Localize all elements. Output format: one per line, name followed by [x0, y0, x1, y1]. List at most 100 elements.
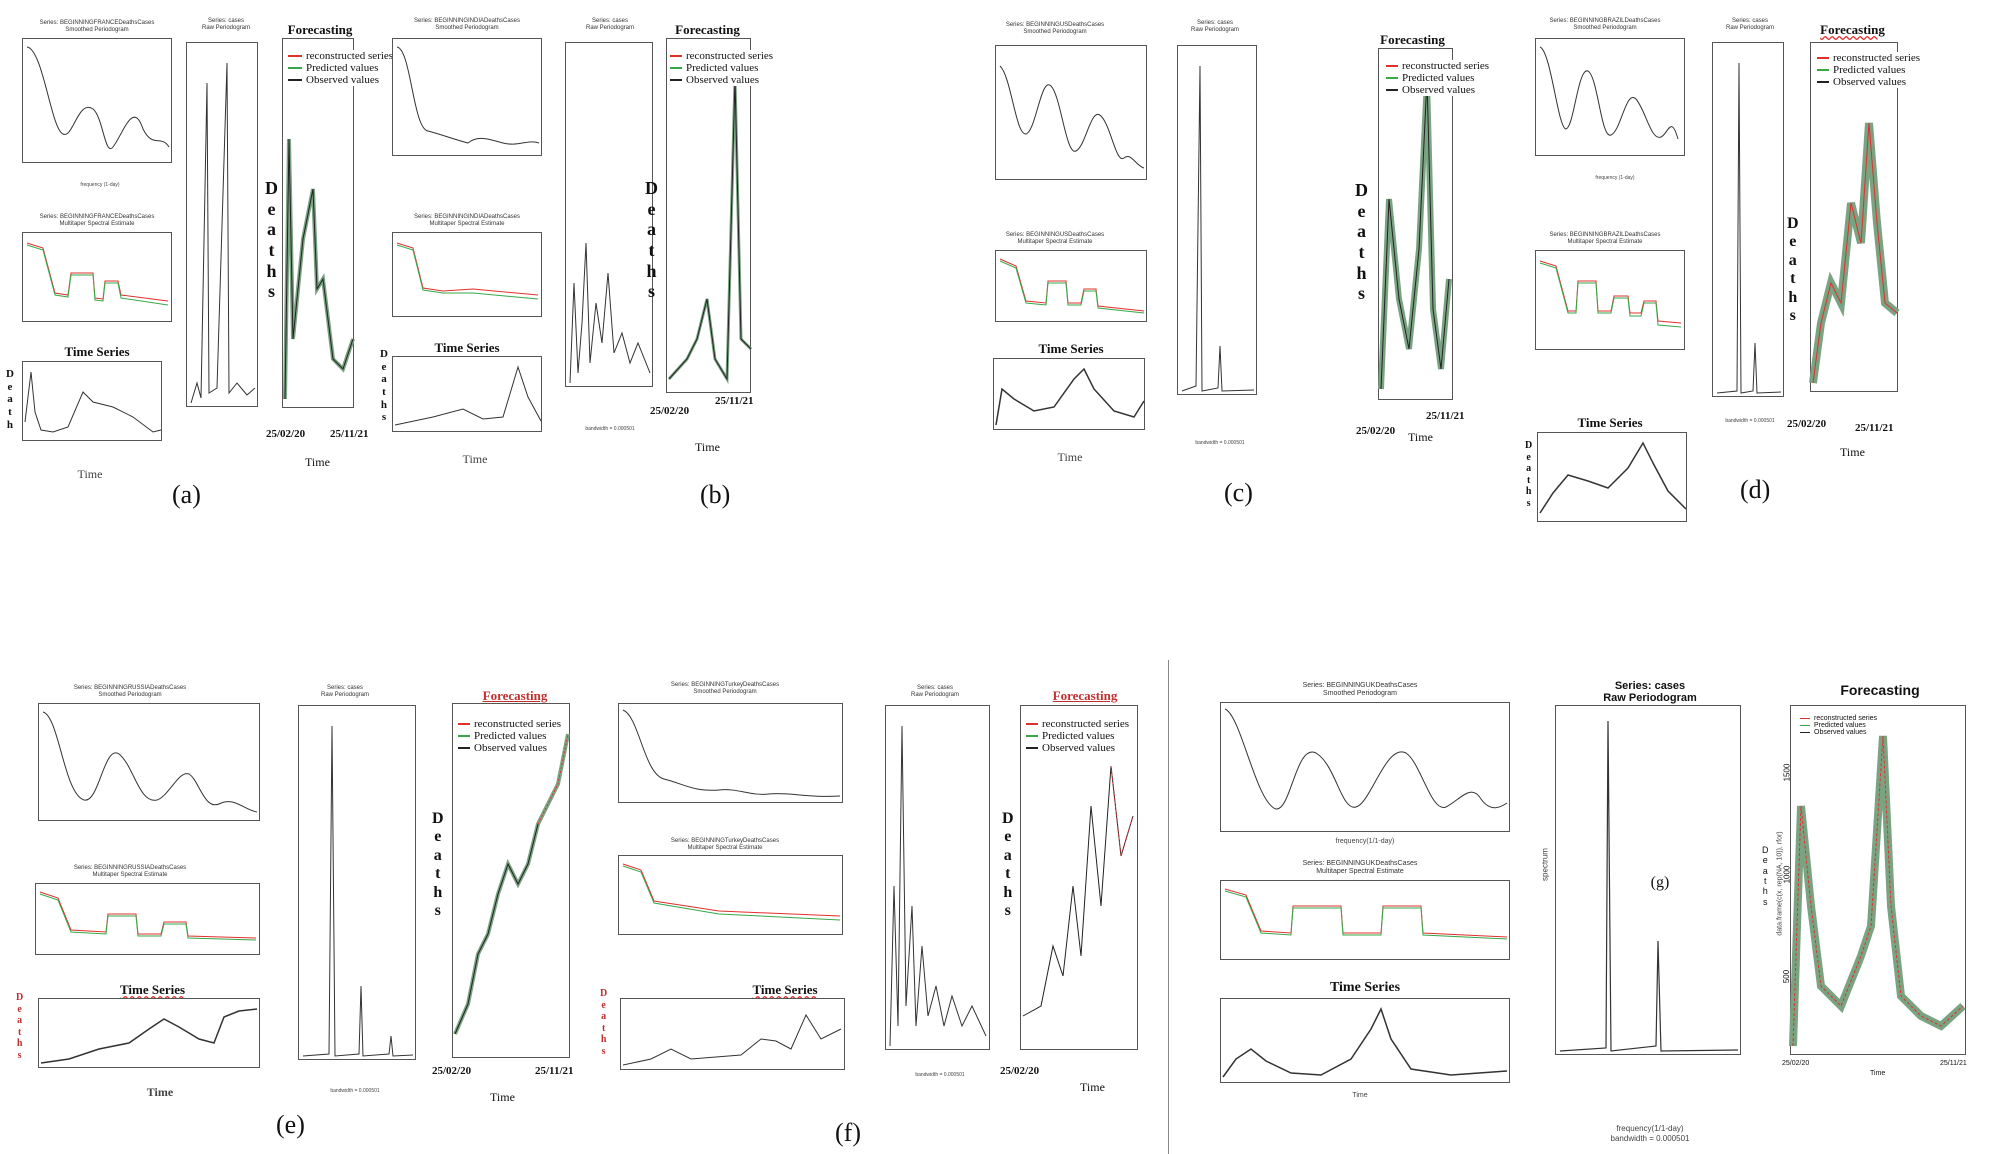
time-series-curve-a [24, 371, 162, 433]
forecasting-a [282, 38, 355, 408]
legend-g: reconstructed series Predicted values Ob… [1800, 715, 1878, 736]
time-label-g: Time [1352, 1092, 1368, 1099]
date-end-b: 25/11/21 [715, 395, 754, 407]
time-series-curve-g [1222, 1007, 1508, 1078]
forecasting-c [1378, 48, 1453, 400]
legend-item-reconstructed: reconstructed series [288, 50, 393, 62]
smoothed-curve-a [26, 46, 170, 150]
panel-a: Series: BEGINNINGFRANCEDeathsCases Smoot… [0, 0, 470, 520]
freq-label-g2: frequency(1/1-day) [1616, 1124, 1684, 1133]
legend-item-reconstructed: reconstructed series [1386, 60, 1489, 72]
raw-periodogram-a [186, 42, 258, 407]
forecasting-b [666, 38, 753, 393]
time-series-a [22, 361, 162, 441]
legend-d: reconstructed series Predicted values Ob… [1817, 52, 1921, 88]
smoothed-periodogram-d [1535, 38, 1685, 156]
time-series-title-e: Time Series [119, 982, 186, 997]
raw-periodogram-curve-g [1559, 720, 1739, 1052]
smoothed-curve-c [999, 65, 1145, 169]
multitaper-curve-c [999, 258, 1145, 314]
multitaper-curve-g [1224, 888, 1508, 940]
deaths-axis-f2: D e a t h s [1002, 810, 1014, 919]
time-series-title-g: Time Series [1329, 980, 1401, 995]
panel-b: Series: BEGINNINGINDIADeathsCases Smooth… [370, 0, 774, 520]
raw-title-b: Series: cases Raw Periodogram [585, 18, 635, 31]
date-end-g: 25/11/21 [1940, 1060, 1967, 1067]
legend-item-reconstructed: reconstructed series [1817, 52, 1920, 64]
panel-label-d: (d) [1740, 475, 1771, 504]
forecasting-title-d: Forecasting [1820, 22, 1885, 37]
bandwidth-g: bandwidth = 0.000501 [1610, 1134, 1690, 1143]
legend-label: Observed values [1402, 84, 1476, 96]
panel-c-forecast: Forecasting reconstructed series Predict… [1224, 0, 1500, 520]
smoothed-periodogram-a [22, 38, 172, 163]
legend-label: reconstructed series [686, 50, 774, 62]
legend-label: Observed values [306, 74, 380, 86]
date-start-a: 25/02/20 [266, 428, 306, 440]
legend-label: reconstructed series [1402, 60, 1490, 72]
legend-label: Predicted values [1833, 64, 1906, 76]
deaths-axis-b2: D e a t h s [645, 178, 658, 302]
legend-label: Predicted values [1402, 72, 1475, 84]
panel-label-b: (b) [700, 480, 731, 509]
date-start-b: 25/02/20 [650, 405, 690, 417]
legend-item-observed: Observed values [1800, 729, 1877, 736]
smoothed-curve-e [42, 711, 258, 813]
smoothed-subtitle-e: Smoothed Periodogram [98, 692, 162, 698]
multitaper-b [392, 232, 542, 317]
series-title-e: Series: BEGINNINGRUSSIADeathsCases [73, 685, 187, 691]
panel-label-e: (e) [276, 1110, 305, 1139]
time-label-c2: Time [1408, 430, 1433, 444]
legend-item-predicted: Predicted values [1386, 72, 1489, 84]
smoothed-subtitle-c: Smoothed Periodogram [1023, 29, 1087, 35]
raw-periodogram-curve-b [569, 242, 651, 384]
panel-g: Series: BEGINNINGUKDeathsCases Smoothed … [1170, 660, 2002, 1154]
bandwidth-b: bandwidth = 0.000501 [585, 426, 635, 432]
freq-label-d: frequency (1-day) [1595, 175, 1635, 181]
legend-label: reconstructed series [474, 718, 562, 730]
series-title-g-mt: Series: BEGINNINGUKDeathsCases [1302, 860, 1418, 867]
death-axis-a: D e a t h [6, 368, 14, 431]
legend-b: reconstructed series Predicted values Ob… [670, 50, 774, 86]
raw-title-d: Series: cases Raw Periodogram [1725, 18, 1775, 31]
legend-item-reconstructed: reconstructed series [670, 50, 773, 62]
series-title-b-mt: Series: BEGINNINGINDIADeathsCases [413, 214, 521, 220]
series-title-b: Series: BEGINNINGINDIADeathsCases [413, 18, 521, 24]
raw-periodogram-curve-e [302, 725, 414, 1057]
date-end-a: 25/11/21 [330, 428, 369, 440]
time-label-f2: Time [1080, 1080, 1105, 1094]
time-series-curve-d [1539, 441, 1687, 514]
legend-label: reconstructed series [1833, 52, 1921, 64]
y-label-g: data.frame(c(x, rep(NA, 10)), rfor) [1776, 831, 1784, 936]
forecasting-e [452, 703, 570, 1058]
freq-label-a: frequency (1-day) [80, 182, 120, 188]
legend-label: Observed values [1833, 76, 1907, 88]
time-label-d2: Time [1840, 445, 1865, 459]
forecasting-title-a: Forecasting [287, 22, 353, 37]
smoothed-periodogram-b [392, 38, 542, 156]
divider-g [1168, 660, 1169, 1154]
legend-item-predicted: Predicted values [1026, 730, 1129, 742]
time-label-b2: Time [695, 440, 720, 454]
time-series-curve-e [40, 1008, 258, 1064]
smoothed-curve-d [1539, 46, 1679, 140]
legend-label: Predicted values [686, 62, 759, 74]
series-title-d: Series: BEGINNINGBRAZILDeathsCases [1549, 18, 1661, 24]
multitaper-curve-e [39, 891, 257, 941]
raw-periodogram-curve-f [889, 725, 987, 1047]
time-series-curve-c [995, 367, 1145, 426]
legend-item-reconstructed: reconstructed series [1800, 715, 1877, 722]
raw-periodogram-curve-d [1716, 62, 1782, 394]
forecast-curve-d [1809, 122, 1900, 384]
forecast-curve-f [1022, 765, 1134, 1017]
multitaper-subtitle-b: Multitaper Spectral Estimate [429, 221, 505, 227]
panel-label-a: (a) [172, 480, 201, 509]
smoothed-periodogram-g [1220, 702, 1510, 832]
raw-periodogram-b [565, 42, 653, 387]
panel-d: Series: BEGINNINGBRAZILDeathsCases Smoot… [1525, 0, 2002, 522]
multitaper-curve-f [622, 863, 841, 921]
panel-c: Series: BEGINNINGUSDeathsCases Smoothed … [780, 0, 1257, 520]
legend-item-observed: Observed values [1026, 742, 1129, 754]
date-start-g: 25/02/20 [1782, 1060, 1810, 1067]
time-series-e [38, 998, 260, 1068]
